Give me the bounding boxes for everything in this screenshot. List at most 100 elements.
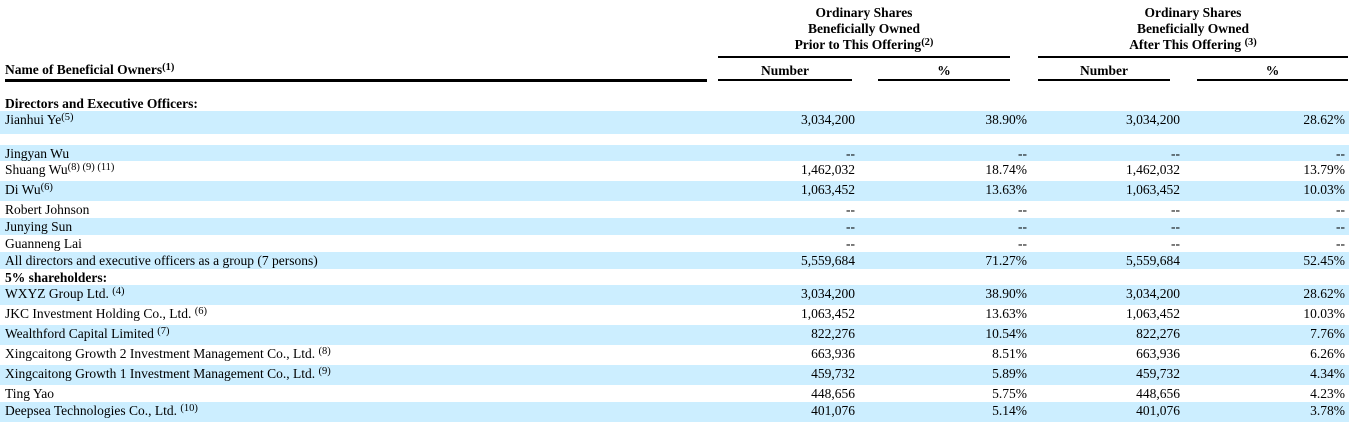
prior-number-cell: 1,063,452: [801, 182, 855, 197]
after-number-cell: 663,936: [1136, 346, 1180, 361]
footnote-ref: (2): [921, 37, 934, 48]
after-percent-cell: 28.62%: [1303, 112, 1345, 127]
section-title: 5% shareholders:: [5, 270, 108, 285]
prior-percent-cell: --: [1018, 236, 1027, 251]
table-row: All directors and executive officers as …: [0, 252, 1349, 269]
after-percent-cell: 10.03%: [1303, 306, 1345, 321]
footnote-ref: (8): [318, 346, 331, 357]
owner-name-cell: All directors and executive officers as …: [5, 253, 318, 268]
after-number-cell: 3,034,200: [1126, 112, 1180, 127]
owner-name-cell: Xingcaitong Growth 2 Investment Manageme…: [5, 346, 331, 361]
owner-name-cell: Wealthford Capital Limited (7): [5, 326, 170, 341]
table-row: Ting Yao 448,656 5.75% 448,656 4.23%: [0, 385, 1349, 402]
prior-number-cell: 822,276: [811, 326, 855, 341]
after-percent-cell: 10.03%: [1303, 182, 1345, 197]
footnote-ref: (5): [61, 112, 74, 123]
footnote-ref: (6): [194, 306, 207, 317]
after-number-cell: --: [1171, 219, 1180, 234]
owner-name-cell: Shuang Wu(8) (9) (11): [5, 162, 115, 177]
after-percent-cell: 52.45%: [1303, 253, 1345, 268]
prior-percent-column-header: %: [878, 62, 1010, 81]
group-header-line: Beneficially Owned: [1136, 21, 1250, 36]
after-number-cell: --: [1171, 146, 1180, 161]
after-percent-cell: 3.78%: [1310, 403, 1345, 418]
table-row: WXYZ Group Ltd. (4) 3,034,200 38.90% 3,0…: [0, 285, 1349, 305]
prior-percent-cell: --: [1018, 146, 1027, 161]
owner-name-cell: Guanneng Lai: [5, 236, 82, 251]
footnote-ref: (4): [112, 286, 125, 297]
prior-number-cell: 5,559,684: [801, 253, 855, 268]
table-row: Wealthford Capital Limited (7) 822,276 1…: [0, 325, 1349, 345]
owner-name-cell: Di Wu(6): [5, 182, 53, 197]
prior-number-cell: 1,462,032: [801, 162, 855, 177]
prior-number-cell: 3,034,200: [801, 112, 855, 127]
owner-name-cell: Deepsea Technologies Co., Ltd. (10): [5, 403, 198, 418]
footnote-ref: (10): [180, 403, 198, 414]
after-offering-group-header: Ordinary Shares Beneficially Owned After…: [1038, 5, 1348, 58]
footnote-ref: (9): [318, 366, 331, 377]
prior-percent-cell: 5.89%: [992, 366, 1027, 381]
prior-number-cell: --: [846, 219, 855, 234]
prior-percent-cell: --: [1018, 219, 1027, 234]
prior-percent-cell: 38.90%: [985, 286, 1027, 301]
after-number-cell: 401,076: [1136, 403, 1180, 418]
after-number-cell: --: [1171, 236, 1180, 251]
group-header-line: After This Offering (3): [1129, 37, 1257, 52]
footnote-ref: (6): [40, 182, 53, 193]
group-header-line: Prior to This Offering(2): [794, 37, 934, 52]
after-percent-cell: --: [1336, 236, 1345, 251]
table-row: Xingcaitong Growth 1 Investment Manageme…: [0, 365, 1349, 385]
group-header-line: Beneficially Owned: [807, 21, 921, 36]
prior-percent-cell: --: [1018, 202, 1027, 217]
after-percent-cell: 7.76%: [1310, 326, 1345, 341]
table-row: Di Wu(6) 1,063,452 13.63% 1,063,452 10.0…: [0, 181, 1349, 201]
prior-percent-cell: 13.63%: [985, 182, 1027, 197]
owner-name-cell: Jingyan Wu: [5, 146, 70, 161]
footnote-ref: (7): [157, 326, 170, 337]
after-number-cell: 822,276: [1136, 326, 1180, 341]
prior-percent-cell: 5.75%: [992, 386, 1027, 401]
after-number-cell: 1,063,452: [1126, 182, 1180, 197]
owner-name-cell: Xingcaitong Growth 1 Investment Manageme…: [5, 366, 331, 381]
prior-number-cell: --: [846, 236, 855, 251]
after-number-cell: --: [1171, 202, 1180, 217]
prior-number-cell: 1,063,452: [801, 306, 855, 321]
footnote-ref: (1): [162, 62, 175, 73]
table-row: Shuang Wu(8) (9) (11) 1,462,032 18.74% 1…: [0, 161, 1349, 181]
after-percent-cell: 4.34%: [1310, 366, 1345, 381]
owner-name-cell: Junying Sun: [5, 219, 73, 234]
prior-number-cell: 663,936: [811, 346, 855, 361]
table-body: Directors and Executive Officers: Jianhu…: [0, 95, 1349, 422]
prior-percent-cell: 8.51%: [992, 346, 1027, 361]
table-row: Xingcaitong Growth 2 Investment Manageme…: [0, 345, 1349, 365]
after-number-column-header: Number: [1038, 62, 1170, 81]
after-percent-cell: 4.23%: [1310, 386, 1345, 401]
after-number-cell: 1,063,452: [1126, 306, 1180, 321]
table-row: Robert Johnson -- -- -- --: [0, 201, 1349, 218]
owner-name-cell: WXYZ Group Ltd. (4): [5, 286, 125, 301]
owner-name-cell: Robert Johnson: [5, 202, 90, 217]
after-percent-cell: 28.62%: [1303, 286, 1345, 301]
prior-percent-cell: 18.74%: [985, 162, 1027, 177]
table-row: Jianhui Ye(5) 3,034,200 38.90% 3,034,200…: [0, 111, 1349, 134]
prior-number-cell: --: [846, 202, 855, 217]
owner-name-cell: Ting Yao: [5, 386, 55, 401]
prior-number-column-header: Number: [718, 62, 852, 81]
prior-percent-cell: 10.54%: [985, 326, 1027, 341]
table-row: Jingyan Wu -- -- -- --: [0, 145, 1349, 161]
after-percent-cell: 13.79%: [1303, 162, 1345, 177]
after-number-cell: 448,656: [1136, 386, 1180, 401]
prior-number-cell: --: [846, 146, 855, 161]
prior-number-cell: 459,732: [811, 366, 855, 381]
prior-percent-cell: 71.27%: [985, 253, 1027, 268]
after-number-cell: 5,559,684: [1126, 253, 1180, 268]
prior-percent-cell: 13.63%: [985, 306, 1027, 321]
owner-name-cell: Jianhui Ye(5): [5, 112, 74, 127]
table-row: Junying Sun -- -- -- --: [0, 218, 1349, 235]
section-header-row: Directors and Executive Officers:: [0, 95, 1349, 111]
after-percent-cell: 6.26%: [1310, 346, 1345, 361]
prior-number-cell: 448,656: [811, 386, 855, 401]
prior-offering-group-header: Ordinary Shares Beneficially Owned Prior…: [718, 5, 1010, 58]
table-row: Deepsea Technologies Co., Ltd. (10) 401,…: [0, 402, 1349, 422]
